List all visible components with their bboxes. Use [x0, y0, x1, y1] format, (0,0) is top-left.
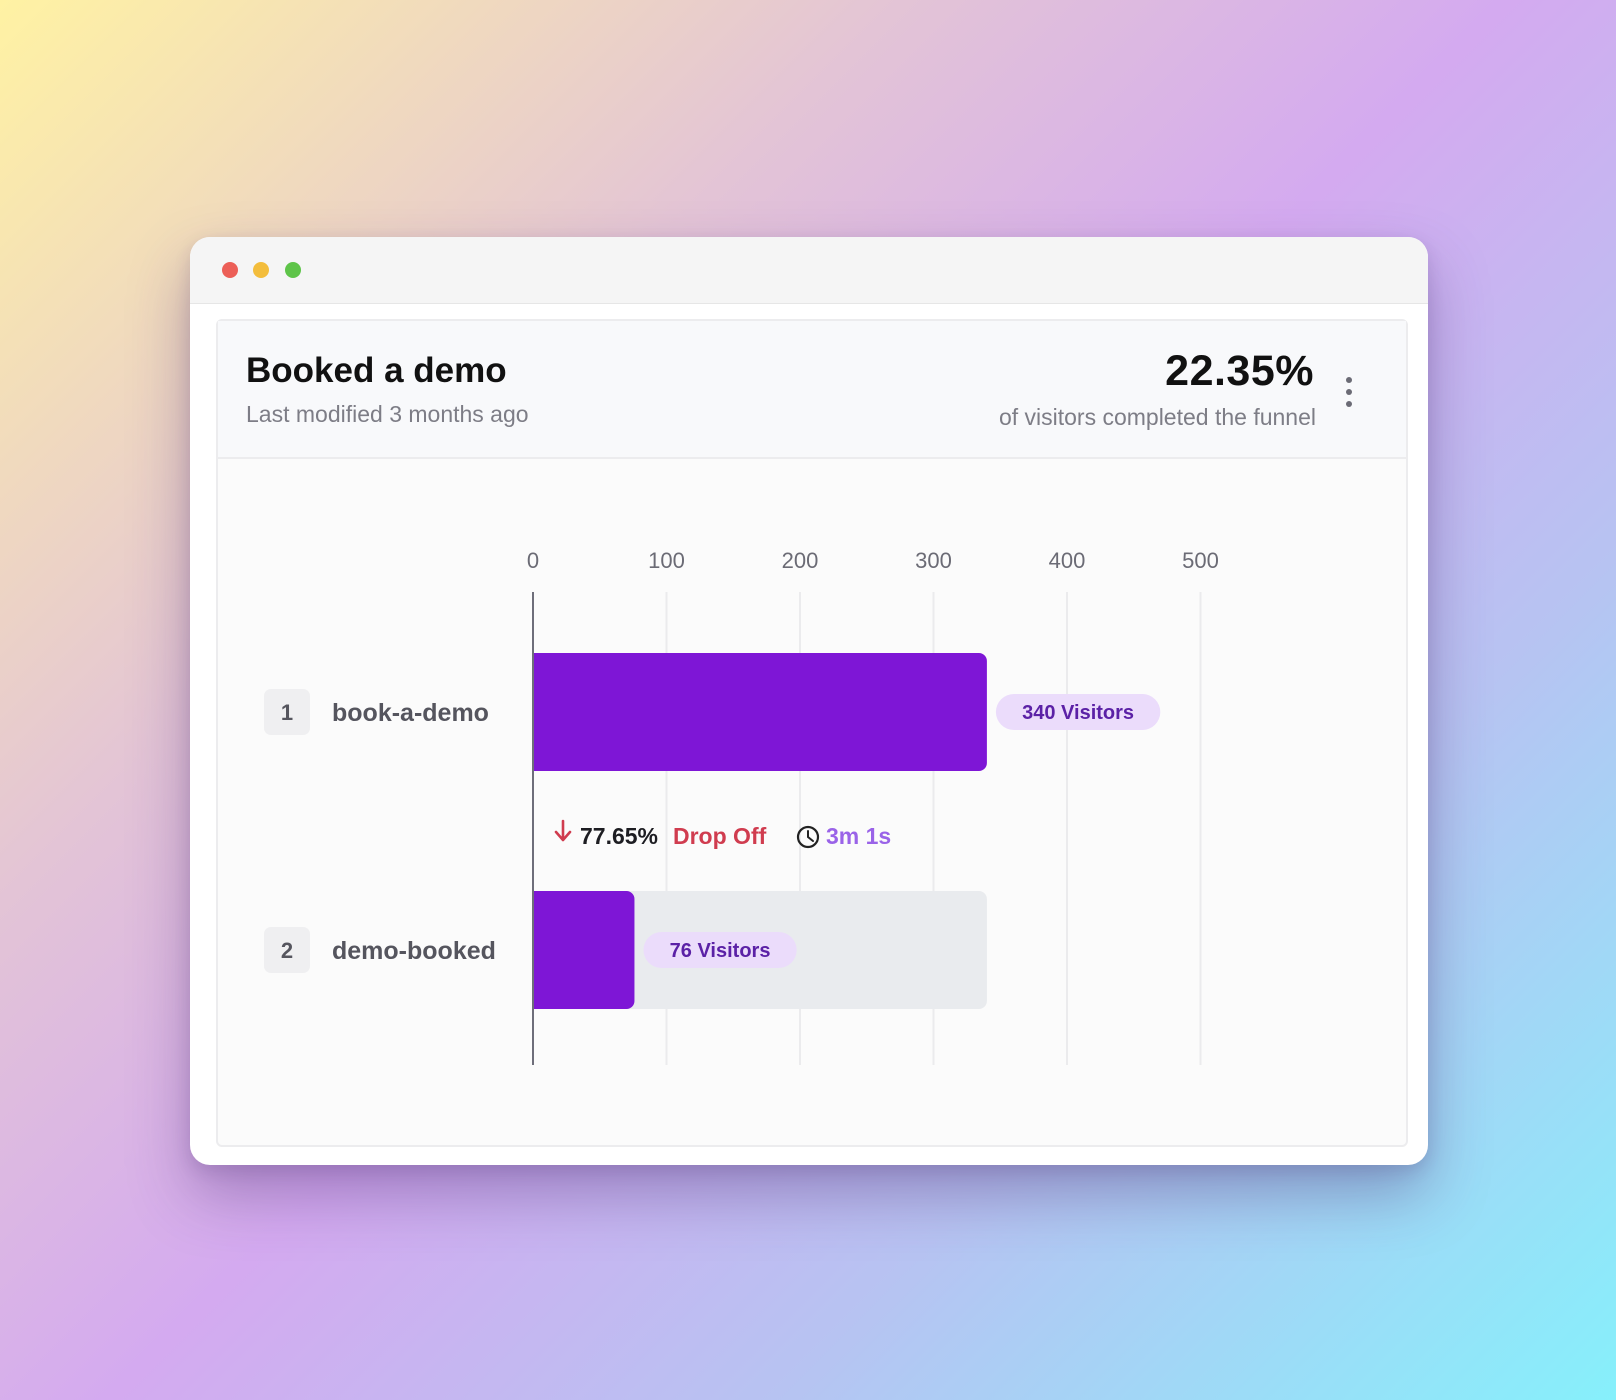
clock-icon	[796, 825, 820, 849]
funnel-header: Booked a demo Last modified 3 months ago…	[218, 321, 1406, 459]
minimize-window-button[interactable]	[253, 262, 269, 278]
x-tick-label: 300	[915, 548, 952, 573]
clock-hands	[807, 830, 814, 842]
x-tick-label: 200	[782, 548, 819, 573]
x-tick-label: 0	[527, 548, 539, 573]
funnel-card: Booked a demo Last modified 3 months ago…	[216, 319, 1408, 1147]
funnel-bar	[533, 653, 987, 771]
title-bar	[190, 237, 1428, 304]
step-name: demo-booked	[332, 937, 496, 965]
funnel-bar	[533, 891, 635, 1009]
drop-off-percentage: 77.65%	[580, 823, 658, 849]
step-name: book-a-demo	[332, 699, 489, 727]
app-window: Booked a demo Last modified 3 months ago…	[190, 237, 1428, 1165]
more-vertical-icon[interactable]	[1344, 375, 1354, 409]
visitors-badge	[995, 694, 1161, 730]
step-number-badge	[264, 927, 310, 973]
visitors-count: 76 Visitors	[670, 940, 771, 962]
x-tick-label: 400	[1049, 548, 1086, 573]
x-tick-label: 100	[648, 548, 685, 573]
arrow-down-icon	[554, 819, 572, 842]
last-modified-text: Last modified 3 months ago	[246, 401, 529, 427]
drop-off-label: Drop Off	[673, 823, 767, 849]
maximize-window-button[interactable]	[285, 262, 301, 278]
step-number: 1	[281, 700, 293, 725]
funnel-chart: 0 100 200 300 400 500 1 book-a-demo 340 Visitors…	[264, 548, 1219, 1065]
step-number: 2	[281, 938, 293, 963]
x-tick-label: 500	[1182, 548, 1219, 573]
close-window-button[interactable]	[222, 262, 238, 278]
visitors-count: 340 Visitors	[1022, 702, 1134, 724]
funnel-title: Booked a demo	[246, 351, 507, 390]
visitors-badge	[643, 932, 797, 968]
bar-left-edge	[533, 891, 543, 1009]
completion-rate-label: of visitors completed the funnel	[998, 404, 1316, 430]
step-number-badge	[264, 689, 310, 735]
bar-left-edge	[533, 653, 543, 771]
time-between-steps: 3m 1s	[826, 823, 891, 849]
completion-rate: 22.35%	[1165, 347, 1314, 395]
